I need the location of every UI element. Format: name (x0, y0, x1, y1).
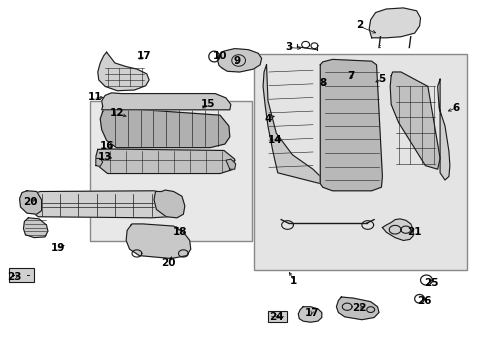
Polygon shape (20, 191, 41, 214)
Text: 2: 2 (355, 20, 362, 30)
Bar (254, 54, 466, 270)
Text: 24: 24 (268, 312, 283, 322)
Text: 17: 17 (304, 308, 319, 318)
Text: 7: 7 (346, 71, 354, 81)
Bar (9, 268, 34, 282)
Text: 1: 1 (289, 276, 296, 286)
Polygon shape (23, 218, 48, 238)
Polygon shape (96, 149, 234, 174)
Text: 19: 19 (50, 243, 65, 253)
Polygon shape (96, 158, 102, 166)
Text: 17: 17 (137, 51, 151, 61)
Polygon shape (389, 72, 439, 169)
Bar (90, 101, 251, 241)
Text: 16: 16 (99, 141, 114, 151)
Text: 12: 12 (110, 108, 124, 118)
Text: 6: 6 (451, 103, 458, 113)
Text: 8: 8 (319, 78, 325, 88)
Text: 3: 3 (285, 42, 291, 52)
Text: 23: 23 (7, 272, 22, 282)
Text: 20: 20 (161, 258, 176, 268)
Polygon shape (154, 190, 184, 218)
Text: 25: 25 (423, 278, 438, 288)
Text: 4: 4 (264, 114, 271, 124)
Text: 9: 9 (233, 56, 240, 66)
Polygon shape (263, 65, 320, 184)
Polygon shape (368, 8, 420, 38)
Polygon shape (336, 297, 378, 320)
Text: 15: 15 (200, 99, 215, 109)
Text: 5: 5 (377, 74, 384, 84)
Text: 11: 11 (88, 92, 102, 102)
Bar (267, 311, 286, 322)
Polygon shape (217, 49, 261, 72)
Polygon shape (320, 59, 382, 191)
Polygon shape (102, 93, 230, 110)
Polygon shape (437, 79, 449, 180)
Polygon shape (298, 307, 321, 322)
Polygon shape (29, 191, 176, 218)
Text: 18: 18 (172, 227, 187, 237)
Text: 14: 14 (267, 135, 282, 145)
Polygon shape (126, 224, 190, 258)
Polygon shape (225, 159, 235, 169)
Text: 20: 20 (23, 197, 38, 207)
Polygon shape (98, 52, 149, 91)
Text: 10: 10 (212, 51, 227, 61)
Polygon shape (382, 219, 412, 240)
Text: 21: 21 (407, 227, 421, 237)
Text: 26: 26 (416, 296, 431, 306)
Text: 13: 13 (98, 152, 112, 162)
Polygon shape (100, 106, 229, 148)
Text: 22: 22 (351, 303, 366, 313)
